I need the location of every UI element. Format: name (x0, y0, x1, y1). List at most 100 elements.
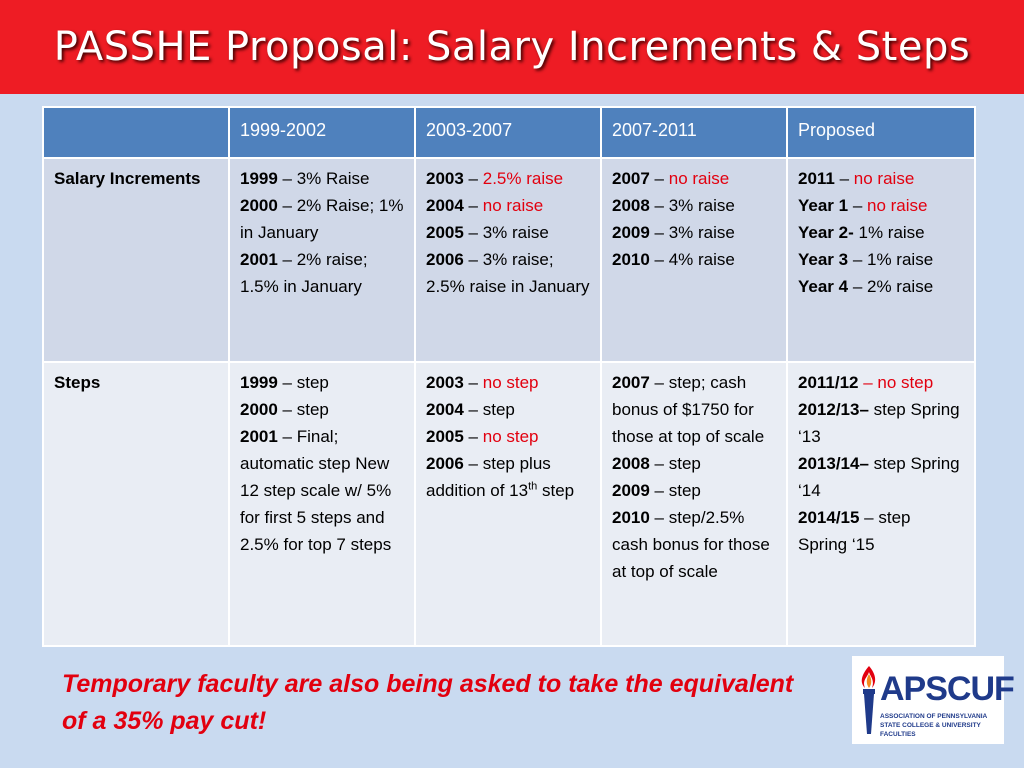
table-header-row: 1999-2002 2003-2007 2007-2011 Proposed (42, 106, 976, 159)
cell-line: 2007 – step; cash bonus of $1750 for tho… (612, 369, 776, 450)
cell-text: – (463, 373, 483, 392)
cell-text: no raise (853, 169, 915, 188)
table-cell: 2011 – no raise Year 1 – no raise Year 2- … (786, 157, 976, 363)
cell-text: 1% raise (853, 223, 925, 242)
cell-year: Year 2- (798, 223, 854, 242)
cell-line: 2011 – no raise (798, 165, 964, 192)
row-label: Steps (42, 361, 230, 647)
cell-year: 2007 (612, 169, 650, 188)
cell-line: 2000 – 2% Raise; 1% in January (240, 192, 404, 246)
header-cell: Proposed (786, 106, 976, 159)
cell-line: 2005 – no step (426, 423, 590, 450)
cell-text: – step plus addition of 13 (426, 454, 551, 500)
table-cell: 2011/12 – no step 2012/13– step Spring ‘1… (786, 361, 976, 647)
cell-text: – 2% raise (848, 277, 934, 296)
cell-text: – step (649, 454, 701, 473)
cell-line: Year 4 – 2% raise (798, 273, 964, 300)
cell-line: 2005 – 3% raise (426, 219, 590, 246)
cell-year: 2014/15 (798, 508, 860, 527)
cell-text: 2.5% raise (482, 169, 564, 188)
cell-text: – step (649, 481, 701, 500)
cell-line: 2001 – 2% raise; 1.5% in January (240, 246, 404, 300)
cell-text: – step; cash bonus of $1750 for those at… (612, 373, 765, 446)
cell-text: – (463, 169, 483, 188)
header-cell: 2007-2011 (600, 106, 788, 159)
cell-text: – (848, 196, 868, 215)
cell-text: no step (482, 373, 539, 392)
cell-line: 2001 – Final; automatic step New 12 step… (240, 423, 404, 558)
cell-text: – 3% raise (649, 223, 735, 242)
cell-text: – step (277, 400, 329, 419)
cell-year: 2003 (426, 373, 464, 392)
cell-year: Year 4 (798, 277, 849, 296)
cell-line: 2000 – step (240, 396, 404, 423)
cell-line: Year 2- 1% raise (798, 219, 964, 246)
cell-line: 2014/15 – step Spring ‘15 (798, 504, 964, 558)
cell-year: 1999 (240, 373, 278, 392)
cell-line: 2011/12 – no step (798, 369, 964, 396)
cell-year: 2009 (612, 223, 650, 242)
cell-line: 2012/13– step Spring ‘13 (798, 396, 964, 450)
cell-text: – step (277, 373, 329, 392)
cell-year: 2005 (426, 427, 464, 446)
cell-text: – (463, 196, 483, 215)
cell-year: 2004 (426, 196, 464, 215)
table-cell: 2003 – no step 2004 – step 2005 – no step 2… (414, 361, 602, 647)
cell-text: – 3% raise; 2.5% raise in January (426, 250, 590, 296)
logo-wordmark: APSCUF (880, 670, 1015, 708)
cell-year: Year 1 (798, 196, 849, 215)
cell-text: no raise (668, 169, 730, 188)
cell-year: 2004 (426, 400, 464, 419)
cell-line: 2007 – no raise (612, 165, 776, 192)
cell-year: 2012/13– (798, 400, 869, 419)
table-cell: 2007 – step; cash bonus of $1750 for tho… (600, 361, 788, 647)
logo-subtitle-line: STATE COLLEGE & UNIVERSITY FACULTIES (880, 722, 981, 738)
cell-line: 2008 – step (612, 450, 776, 477)
header-cell: 1999-2002 (228, 106, 416, 159)
cell-line: 2010 – step/2.5% cash bonus for those at… (612, 504, 776, 585)
cell-year: 2008 (612, 196, 650, 215)
temporary-faculty-note: Temporary faculty are also being asked t… (62, 670, 794, 735)
cell-year: 2010 (612, 508, 650, 527)
salary-table: 1999-2002 2003-2007 2007-2011 Proposed S… (42, 106, 976, 647)
cell-line: 2006 – step plus addition of 13th step (426, 450, 590, 504)
cell-line: 2013/14– step Spring ‘14 (798, 450, 964, 504)
table-cell: 1999 – step 2000 – step 2001 – Final; auto… (228, 361, 416, 647)
cell-text: – (463, 427, 483, 446)
cell-year: 2008 (612, 454, 650, 473)
cell-text: – 4% raise (649, 250, 735, 269)
cell-line: 2004 – step (426, 396, 590, 423)
cell-text: – 3% raise (463, 223, 549, 242)
cell-text: no step (482, 427, 539, 446)
cell-text: – 2% raise; 1.5% in January (240, 250, 368, 296)
cell-line: 2003 – 2.5% raise (426, 165, 590, 192)
cell-text: step Spring ‘13 (798, 400, 960, 446)
table-cell: 2003 – 2.5% raise 2004 – no raise 2005 – 3… (414, 157, 602, 363)
cell-text: – (834, 169, 854, 188)
cell-line: 2006 – 3% raise; 2.5% raise in January (426, 246, 590, 300)
row-label: Salary Increments (42, 157, 230, 363)
cell-line: 2004 – no raise (426, 192, 590, 219)
cell-year: 2010 (612, 250, 650, 269)
apscuf-logo: APSCUF ASSOCIATION OF PENNSYLVANIA STATE… (852, 656, 1015, 744)
cell-line: 2010 – 4% raise (612, 246, 776, 273)
cell-text: – 1% raise (848, 250, 934, 269)
cell-line: Year 3 – 1% raise (798, 246, 964, 273)
title-banner: PASSHE Proposal: Salary Increments & Ste… (0, 0, 1024, 94)
cell-line: 1999 – 3% Raise (240, 165, 404, 192)
cell-text: step Spring ‘14 (798, 454, 960, 500)
cell-line: 2009 – step (612, 477, 776, 504)
cell-year: 2001 (240, 250, 278, 269)
cell-year: 2000 (240, 196, 278, 215)
cell-line: 2003 – no step (426, 369, 590, 396)
table-row: Salary Increments 1999 – 3% Raise 2000 – … (42, 157, 976, 363)
slide-title: PASSHE Proposal: Salary Increments & Ste… (53, 24, 971, 70)
cell-text: th (528, 480, 538, 493)
header-cell (42, 106, 230, 159)
cell-year: 2011 (798, 169, 835, 188)
cell-year: 2009 (612, 481, 650, 500)
logo-subtitle-line: ASSOCIATION OF PENNSYLVANIA (880, 713, 988, 720)
cell-year: 2000 (240, 400, 278, 419)
cell-line: Year 1 – no raise (798, 192, 964, 219)
cell-text: – 2% Raise; 1% in January (240, 196, 404, 242)
